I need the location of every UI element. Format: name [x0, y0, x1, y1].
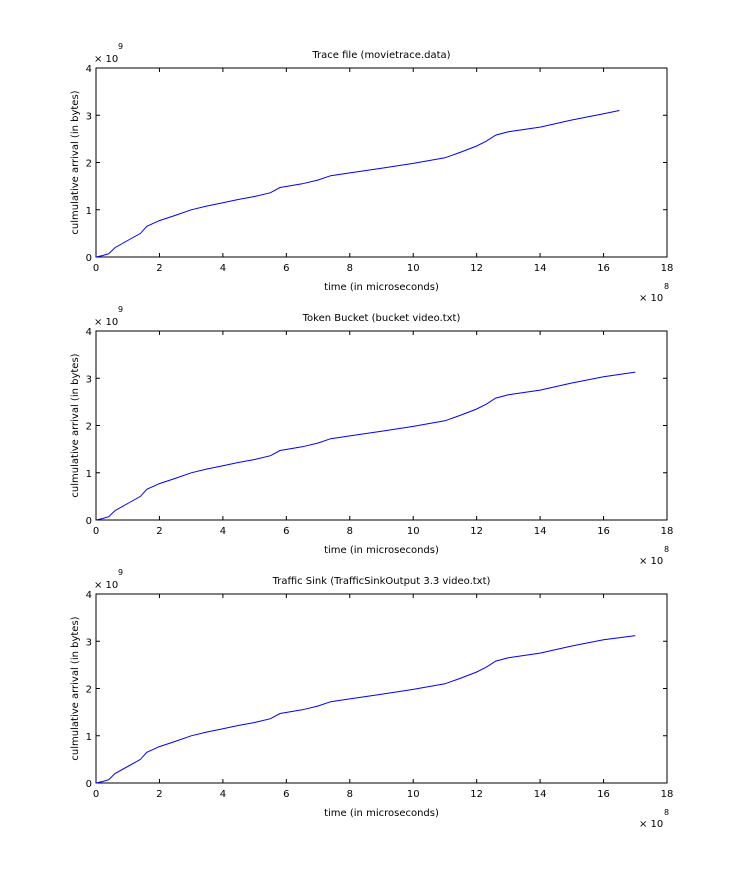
chart-panel-2: Token Bucket (bucket video.txt)0 2 4 6 8 10 12…: [70, 305, 673, 567]
y-tick-label: 2: [86, 159, 92, 170]
y-axis-label: culmulative arrival (in bytes): [70, 353, 81, 497]
plot-frame: [95, 67, 668, 258]
y-axis-exponent: 9: [118, 568, 123, 577]
chart-title: Token Bucket (bucket video.txt): [302, 313, 461, 324]
x-axis-exponent: 8: [664, 545, 669, 554]
y-tick-label: 2: [86, 422, 92, 433]
y-tick-label: 0: [86, 253, 92, 264]
x-tick-label: 12: [470, 263, 483, 274]
x-tick-label: 0: [93, 789, 99, 800]
y-tick-label: 4: [86, 590, 92, 601]
y-tick-label: 3: [86, 111, 92, 122]
x-axis-label: time (in microseconds): [324, 545, 439, 556]
x-tick-label: 8: [347, 789, 353, 800]
y-axis-exponent: 9: [118, 42, 123, 51]
chart-panel-1: Trace file (movietrace.data)0 2 4 6 8 10 12 14 1…: [70, 42, 673, 304]
series-line: [95, 110, 620, 258]
x-tick-label: 4: [220, 526, 226, 537]
x-axis-multiplier: × 10: [639, 556, 663, 567]
y-tick-label: 3: [86, 374, 92, 385]
x-tick-label: 8: [347, 526, 353, 537]
x-axis-exponent: 8: [664, 808, 669, 817]
y-tick-label: 1: [86, 732, 92, 743]
x-tick-label: 18: [661, 526, 674, 537]
x-tick-label: 12: [470, 526, 483, 537]
y-tick-label: 4: [86, 64, 92, 75]
x-tick-label: 14: [534, 789, 547, 800]
y-axis-label: culmulative arrival (in bytes): [70, 90, 81, 234]
y-tick-label: 2: [86, 685, 92, 696]
x-tick-label: 12: [470, 789, 483, 800]
x-tick-label: 2: [156, 526, 162, 537]
y-axis-exponent: 9: [118, 305, 123, 314]
y-tick-label: 0: [86, 779, 92, 790]
y-tick-label: 0: [86, 516, 92, 527]
x-tick-label: 6: [283, 526, 289, 537]
x-tick-label: 10: [407, 526, 420, 537]
y-tick-label: 1: [86, 469, 92, 480]
series-line: [95, 371, 636, 521]
chart-panel-3: Traffic Sink (TrafficSinkOutput 3.3 vide…: [70, 568, 673, 830]
x-tick-label: 2: [156, 263, 162, 274]
y-tick-label: 1: [86, 206, 92, 217]
x-tick-label: 4: [220, 263, 226, 274]
plot-frame: [95, 593, 668, 784]
series-line: [95, 635, 636, 784]
chart-title: Traffic Sink (TrafficSinkOutput 3.3 vide…: [272, 576, 491, 587]
x-tick-label: 16: [597, 789, 610, 800]
x-tick-label: 14: [534, 526, 547, 537]
x-tick-label: 0: [93, 263, 99, 274]
x-axis-multiplier: × 10: [639, 293, 663, 304]
y-tick-label: 4: [86, 327, 92, 338]
x-axis-multiplier: × 10: [639, 819, 663, 830]
chart-title: Trace file (movietrace.data): [311, 50, 450, 61]
x-tick-label: 16: [597, 526, 610, 537]
x-axis-label: time (in microseconds): [324, 282, 439, 293]
x-tick-label: 8: [347, 263, 353, 274]
x-axis-label: time (in microseconds): [324, 808, 439, 819]
y-axis-multiplier: × 10: [94, 317, 118, 328]
x-tick-label: 0: [93, 526, 99, 537]
x-tick-label: 10: [407, 789, 420, 800]
y-axis-label: culmulative arrival (in bytes): [70, 616, 81, 760]
x-tick-label: 10: [407, 263, 420, 274]
x-tick-label: 14: [534, 263, 547, 274]
x-tick-label: 4: [220, 789, 226, 800]
y-axis-multiplier: × 10: [94, 580, 118, 591]
x-tick-label: 18: [661, 789, 674, 800]
x-tick-label: 2: [156, 789, 162, 800]
plot-frame: [95, 330, 668, 521]
x-tick-label: 6: [283, 789, 289, 800]
x-tick-label: 6: [283, 263, 289, 274]
x-tick-label: 18: [661, 263, 674, 274]
x-tick-label: 16: [597, 263, 610, 274]
y-axis-multiplier: × 10: [94, 54, 118, 65]
y-tick-label: 3: [86, 637, 92, 648]
x-axis-exponent: 8: [664, 282, 669, 291]
